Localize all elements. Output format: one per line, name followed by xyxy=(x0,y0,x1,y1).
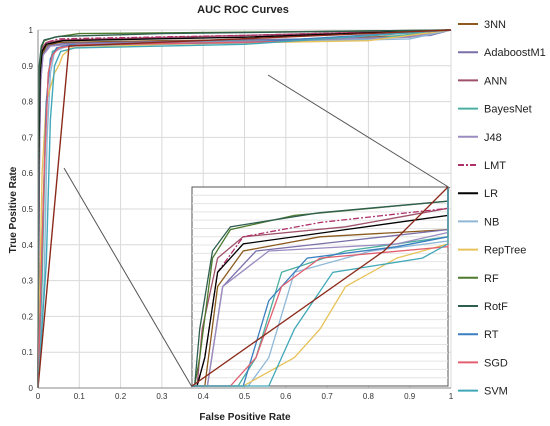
y-tick-label: 0.5 xyxy=(22,205,34,214)
x-tick-label: 0 xyxy=(36,392,41,401)
x-axis-label: False Positive Rate xyxy=(199,412,291,423)
inset-series-line-unlabeled xyxy=(191,186,449,387)
legend-entry: RepTree xyxy=(484,245,526,257)
legend-entry: NB xyxy=(484,216,499,228)
series-lines xyxy=(37,29,452,389)
y-tick-label: 0 xyxy=(29,384,34,393)
legend-entry: LMT xyxy=(484,160,506,172)
legend-entry: RT xyxy=(484,329,499,341)
legend-entry: ANN xyxy=(484,75,507,87)
zoom-inset xyxy=(191,186,449,387)
x-tick-label: 0.7 xyxy=(322,392,334,401)
zoom-connector-lines xyxy=(63,74,451,388)
y-tick-label: 0.2 xyxy=(22,312,34,321)
inset-series-line-ann xyxy=(192,187,449,387)
x-tick-labels: 0 0.1 0.2 0.3 0.4 0.5 0.6 0.7 0.8 0.9 1 xyxy=(36,392,454,401)
x-tick-label: 0.2 xyxy=(115,392,127,401)
legend-entry: RotF xyxy=(484,301,508,313)
y-tick-label: 1 xyxy=(29,26,34,35)
x-tick-label: 0.9 xyxy=(404,392,416,401)
y-tick-label: 0.8 xyxy=(22,98,34,107)
legend-entry: LR xyxy=(484,188,498,200)
series-line-rotf xyxy=(37,29,452,389)
legend-entry: J48 xyxy=(484,132,502,144)
y-tick-label: 0.9 xyxy=(22,62,34,71)
legend-entry: SGD xyxy=(484,357,508,369)
x-tick-label: 0.5 xyxy=(239,392,251,401)
zoom-connector xyxy=(267,74,451,189)
y-tick-labels: 0 0.1 0.2 0.3 0.4 0.5 0.6 0.7 0.8 0.9 1 xyxy=(22,26,34,393)
legend-entry: SVM xyxy=(484,386,508,398)
zoom-connector xyxy=(63,167,193,388)
chart-title: AUC ROC Curves xyxy=(197,4,289,16)
inset-series-line-lmt xyxy=(192,187,449,387)
x-tick-label: 0.8 xyxy=(363,392,375,401)
legend-entry: AdaboostM1 xyxy=(484,47,546,59)
x-tick-label: 0.1 xyxy=(74,392,86,401)
legend-entry: BayesNet xyxy=(484,104,532,116)
x-tick-label: 1 xyxy=(449,392,454,401)
series-line-unlabeled xyxy=(37,29,452,389)
legend-entry: 3NN xyxy=(484,19,506,31)
y-tick-label: 0.7 xyxy=(22,133,34,142)
x-tick-label: 0.6 xyxy=(280,392,292,401)
x-tick-label: 0.4 xyxy=(198,392,210,401)
y-tick-label: 0.3 xyxy=(22,277,34,286)
y-tick-label: 0.6 xyxy=(22,169,34,178)
x-tick-label: 0.3 xyxy=(156,392,168,401)
y-tick-label: 0.4 xyxy=(22,241,34,250)
y-tick-label: 0.1 xyxy=(22,348,34,357)
y-axis-label: True Positive Rate xyxy=(8,166,19,253)
legend: 3NN AdaboostM1 ANN BayesNet J48 LMT LR NB RepTre… xyxy=(458,19,546,398)
inset-series-line-rotf xyxy=(192,187,449,387)
series-line-sgd xyxy=(37,29,452,389)
axes xyxy=(37,30,451,389)
series-line-svm xyxy=(37,29,452,389)
legend-entry: RF xyxy=(484,273,499,285)
